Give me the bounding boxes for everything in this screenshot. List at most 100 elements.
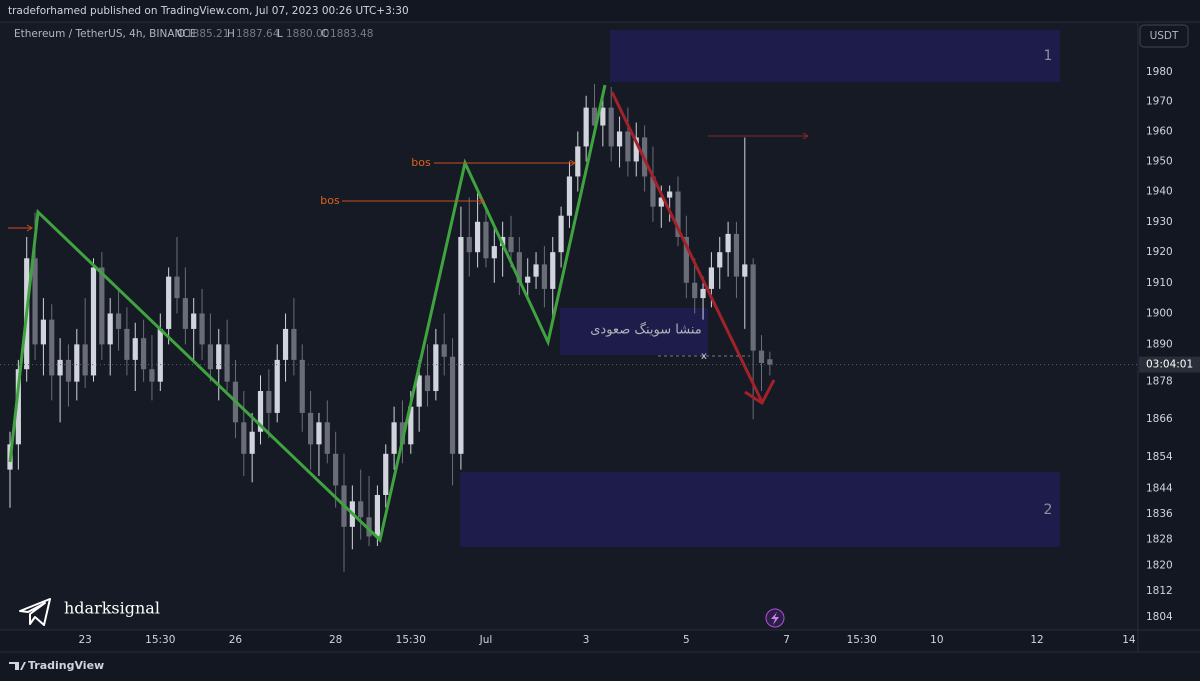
x-tick-label: 15:30 <box>396 634 426 646</box>
note-box <box>560 308 708 355</box>
arrow-head <box>478 197 485 205</box>
candle-body <box>725 233 731 253</box>
candle-body <box>274 359 280 413</box>
candle-body <box>516 252 522 283</box>
x-tick-label: 26 <box>229 634 243 646</box>
candle-body <box>90 267 97 376</box>
candle-body <box>40 319 46 345</box>
candle-body <box>316 422 322 445</box>
candle-body <box>391 422 397 454</box>
y-tick-label: 1854 <box>1146 451 1173 463</box>
candle-body <box>675 191 681 237</box>
candle-body <box>15 369 21 445</box>
candle-body <box>416 375 422 407</box>
x-tick-label: 15:30 <box>145 634 175 646</box>
zone-label: 1 <box>1044 48 1053 64</box>
footer-brand: TradingView <box>28 659 104 672</box>
candle-body <box>508 236 514 253</box>
candle-body <box>658 197 664 207</box>
ohlc-label: H <box>227 28 235 40</box>
candle-body <box>608 107 614 147</box>
candle-body <box>324 422 330 454</box>
candle-body <box>683 236 689 283</box>
x-tick-label: 14 <box>1122 634 1136 646</box>
zone-label: 2 <box>1044 502 1053 518</box>
down-arrow <box>610 91 764 403</box>
y-tick-label: 1836 <box>1146 508 1173 520</box>
candle-body <box>82 344 88 376</box>
y-tick-label: 1804 <box>1146 611 1173 623</box>
arrow-head <box>802 132 809 140</box>
arrow-head <box>569 159 576 167</box>
event-icon-bolt <box>771 612 779 625</box>
x-tick-label: 3 <box>583 634 590 646</box>
candle-body <box>333 453 339 486</box>
arrow-head <box>744 379 776 406</box>
candle-body <box>700 288 706 299</box>
watermark: hdarksignal <box>64 599 160 618</box>
y-tick-label: 1980 <box>1146 66 1173 78</box>
candle-body <box>32 258 38 345</box>
candle-body <box>458 236 464 454</box>
candle-body <box>433 344 439 392</box>
ohlc-label: O <box>177 28 185 40</box>
candle-body <box>308 412 314 445</box>
candle-body <box>266 391 272 413</box>
candle-body <box>249 431 255 454</box>
candle-body <box>408 406 414 445</box>
y-tick-label: 1970 <box>1146 96 1173 108</box>
x-tick-label: 23 <box>78 634 91 646</box>
candle-body <box>224 344 230 382</box>
candle-body <box>291 328 297 360</box>
y-tick-label: 1920 <box>1146 246 1173 258</box>
candle-body <box>74 344 80 382</box>
y-tick-label: 1950 <box>1146 155 1173 167</box>
candle-body <box>667 191 673 198</box>
candle-body <box>132 338 138 360</box>
publisher: tradeforhamed published on TradingView.c… <box>8 5 409 17</box>
y-tick-label: 1844 <box>1146 483 1173 495</box>
symbol: Ethereum / TetherUS, 4h, BINANCE <box>14 28 196 40</box>
candle-body <box>541 264 547 289</box>
candle-body <box>441 344 447 357</box>
candle-body <box>575 146 581 177</box>
bos-label: bos <box>411 156 431 169</box>
y-tick-label: 1866 <box>1146 413 1173 425</box>
zigzag <box>8 84 607 543</box>
candle-body <box>282 328 289 360</box>
tv-logo <box>9 662 26 670</box>
y-tick-label: 1930 <box>1146 216 1173 228</box>
candle-body <box>483 221 489 259</box>
ohlc-label: C <box>321 28 328 40</box>
candle-body <box>366 517 372 537</box>
candle-body <box>525 276 531 283</box>
candle-body <box>692 282 698 299</box>
note-text: منشا سوینگ صعودی <box>590 322 701 338</box>
ohlc-label: L <box>277 28 283 40</box>
candle-body <box>625 131 631 162</box>
candle-body <box>633 137 639 162</box>
currency[interactable]: USDT <box>1150 30 1179 42</box>
candle-body <box>758 350 765 363</box>
candle-body <box>399 422 406 445</box>
candle-body <box>174 276 180 299</box>
y-tick-label: 1812 <box>1146 585 1173 597</box>
candle-body <box>733 233 740 277</box>
currency-button[interactable] <box>1139 24 1189 48</box>
candle-body <box>216 344 222 370</box>
candle-body <box>157 328 163 382</box>
candle-body <box>199 313 205 345</box>
candle-body <box>65 359 72 382</box>
candle-body <box>600 107 606 126</box>
candle-body <box>299 359 305 413</box>
ohlc-value: 1887.64 <box>236 28 280 40</box>
y-tick-label: 1960 <box>1146 125 1173 137</box>
y-tick-label: 1890 <box>1146 338 1173 350</box>
candle-body <box>166 276 172 329</box>
candle-body <box>475 221 481 253</box>
candle-body <box>241 422 247 454</box>
x-tick-label: 12 <box>1030 634 1043 646</box>
candle-body <box>141 338 147 370</box>
x-tick-label: 10 <box>930 634 943 646</box>
